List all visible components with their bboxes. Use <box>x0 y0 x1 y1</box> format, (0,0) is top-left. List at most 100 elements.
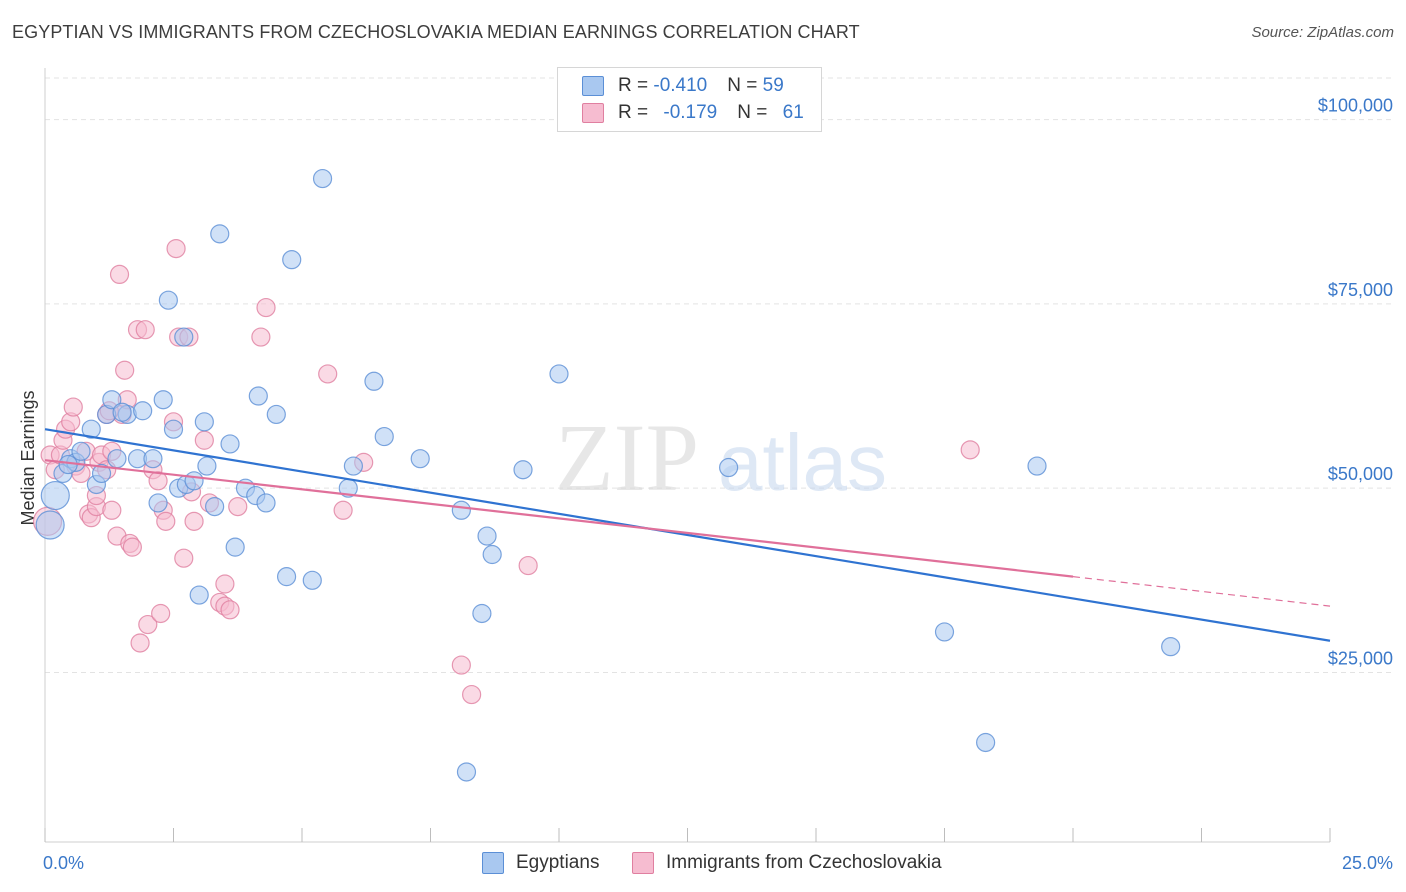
point-czechoslovakia <box>228 497 248 517</box>
legend-swatch-pink <box>582 103 604 123</box>
legend-row-czechoslovakia: R = -0.179 N = 61 <box>582 100 804 126</box>
point-egyptians <box>194 412 214 432</box>
point-egyptians <box>1161 637 1181 657</box>
point-czechoslovakia <box>451 655 471 675</box>
legend-r-value: -0.179 <box>663 102 718 123</box>
point-egyptians <box>107 449 127 469</box>
legend-n-label: N = <box>727 75 763 96</box>
point-egyptians <box>143 449 163 469</box>
point-czechoslovakia <box>184 511 204 531</box>
point-egyptians <box>248 386 268 406</box>
point-czechoslovakia <box>122 537 142 557</box>
legend-n-label: N = <box>737 102 773 123</box>
point-czechoslovakia <box>251 327 271 347</box>
point-egyptians <box>451 500 471 520</box>
point-egyptians <box>35 510 65 540</box>
point-czechoslovakia <box>518 555 538 576</box>
y-axis-label: Median Earnings <box>18 390 38 525</box>
trend-line-czechoslovakia-extension <box>1072 576 1331 607</box>
point-egyptians <box>220 434 240 454</box>
stats-legend: R = -0.410 N = 59 R = -0.179 N = 61 <box>557 67 822 132</box>
legend-label-egyptians: Egyptians <box>516 852 600 873</box>
x-tick-label-start: 0.0% <box>43 853 84 873</box>
legend-n-value: 59 <box>762 75 784 96</box>
point-czechoslovakia <box>174 548 194 568</box>
point-czechoslovakia <box>109 264 130 284</box>
point-egyptians <box>189 585 209 605</box>
point-czechoslovakia <box>148 471 168 491</box>
point-egyptians <box>343 456 363 476</box>
point-egyptians <box>364 371 384 391</box>
point-egyptians <box>205 497 225 517</box>
legend-n-value: 61 <box>782 102 804 123</box>
point-czechoslovakia <box>462 684 482 705</box>
point-czechoslovakia <box>333 500 353 520</box>
trend-line-egyptians <box>44 428 1331 642</box>
legend-row-egyptians: R = -0.410 N = 59 <box>582 73 784 99</box>
watermark-atlas: atlas <box>718 418 887 507</box>
series-legend: Egyptians Immigrants from Czechoslovakia <box>0 852 1406 878</box>
point-czechoslovakia <box>194 430 214 450</box>
point-egyptians <box>934 622 955 642</box>
point-czechoslovakia <box>130 633 150 653</box>
point-egyptians <box>163 419 184 439</box>
point-egyptians <box>256 493 276 513</box>
point-czechoslovakia <box>135 320 155 340</box>
point-egyptians <box>374 426 394 447</box>
point-egyptians <box>1027 456 1047 476</box>
point-egyptians <box>148 493 168 513</box>
point-egyptians <box>133 401 153 421</box>
point-egyptians <box>210 224 230 244</box>
point-egyptians <box>719 457 739 478</box>
tick-labels: $25,000 $50,000 $75,000 $100,000 0.0% 25.0% <box>43 96 1393 873</box>
point-czechoslovakia <box>215 574 235 594</box>
grid-lines <box>45 77 1392 673</box>
trend-line-czechoslovakia <box>44 459 1074 578</box>
trend-lines <box>44 428 1331 642</box>
point-czechoslovakia <box>318 364 338 384</box>
legend-swatch-blue <box>482 852 504 874</box>
watermark: ZIP atlas <box>555 404 887 511</box>
point-czechoslovakia <box>256 297 276 318</box>
chart-title: EGYPTIAN VS IMMIGRANTS FROM CZECHOSLOVAK… <box>12 22 860 42</box>
point-egyptians <box>276 567 297 587</box>
y-tick-label: $25,000 <box>1328 648 1393 668</box>
point-egyptians <box>266 404 286 425</box>
point-czechoslovakia <box>960 440 980 460</box>
point-egyptians <box>302 570 322 590</box>
point-egyptians <box>410 449 430 469</box>
point-egyptians <box>456 762 477 782</box>
point-czechoslovakia <box>151 603 171 624</box>
y-tick-label: $75,000 <box>1328 280 1393 300</box>
point-egyptians <box>40 480 70 511</box>
point-czechoslovakia <box>156 511 176 531</box>
point-czechoslovakia <box>115 360 135 380</box>
point-egyptians <box>184 471 204 491</box>
legend-swatch-blue <box>582 76 604 96</box>
legend-label-czechoslovakia: Immigrants from Czechoslovakia <box>666 852 942 873</box>
legend-item-czechoslovakia[interactable]: Immigrants from Czechoslovakia <box>632 852 942 874</box>
point-egyptians <box>91 463 112 484</box>
point-egyptians <box>513 460 533 480</box>
point-czechoslovakia <box>63 397 83 417</box>
legend-item-egyptians[interactable]: Egyptians <box>482 852 599 874</box>
point-egyptians <box>81 419 101 439</box>
point-egyptians <box>153 390 173 410</box>
point-egyptians <box>482 544 502 565</box>
point-egyptians <box>112 402 132 422</box>
y-tick-label: $50,000 <box>1328 464 1393 484</box>
point-egyptians <box>472 603 492 624</box>
data-points <box>32 168 1181 782</box>
legend-r-label: R = <box>618 102 654 123</box>
point-egyptians <box>976 732 996 753</box>
legend-r-value: -0.410 <box>653 75 708 96</box>
point-egyptians <box>158 290 178 310</box>
point-egyptians <box>174 327 194 347</box>
point-egyptians <box>312 168 333 189</box>
point-egyptians <box>477 526 497 546</box>
point-egyptians <box>71 441 91 461</box>
point-egyptians <box>225 537 245 557</box>
watermark-zip: ZIP <box>555 404 699 511</box>
point-czechoslovakia <box>102 500 122 520</box>
